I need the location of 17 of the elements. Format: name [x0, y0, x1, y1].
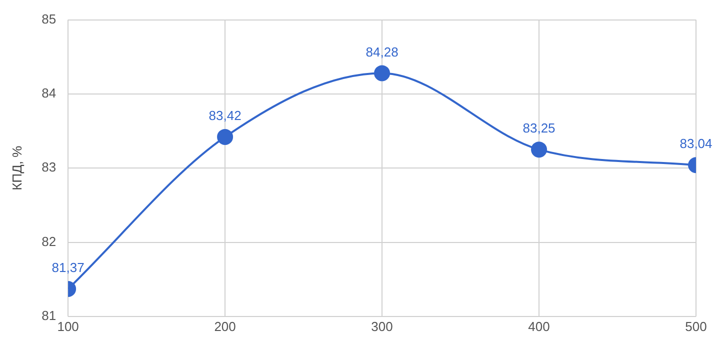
x-tick-label: 100 [57, 318, 79, 334]
point [374, 65, 390, 82]
y-tick-label: 85 [42, 11, 56, 26]
y-axis-title: КПД, % [9, 145, 24, 190]
x-tick-label: 300 [371, 318, 393, 334]
y-tick-label: 82 [42, 234, 56, 249]
x-tick-label: 400 [528, 318, 550, 334]
data-label: 83,04 [680, 136, 712, 152]
data-label: 84,28 [366, 44, 398, 60]
x-tick-label: 200 [214, 318, 236, 334]
y-tick-label: 81 [42, 308, 56, 323]
data-label: 83,25 [522, 120, 556, 136]
y-tick-label: 84 [42, 86, 56, 101]
x-tick-label: 500 [685, 318, 707, 334]
data-label: 81,37 [52, 260, 84, 276]
y-tick-label: 83 [42, 160, 56, 175]
data-label: 83,42 [208, 108, 242, 124]
